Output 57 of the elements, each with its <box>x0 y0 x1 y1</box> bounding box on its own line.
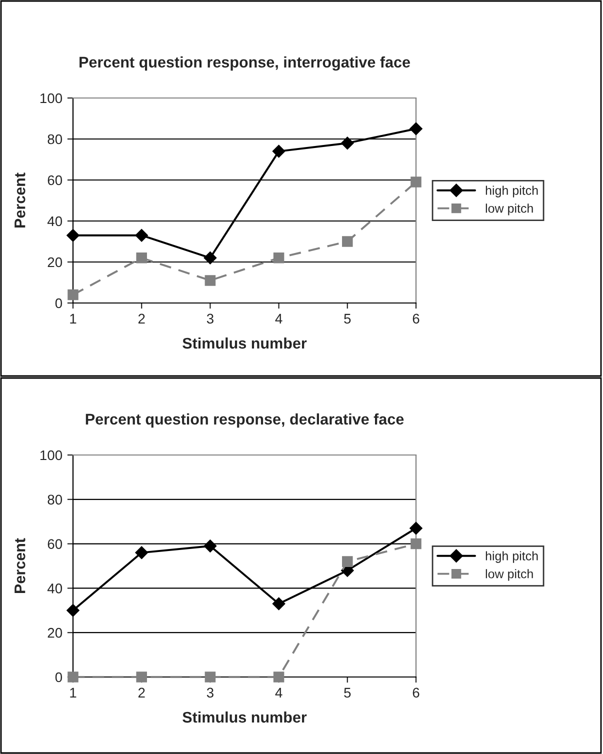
y-axis-title: Percent <box>14 172 26 228</box>
point <box>410 122 422 136</box>
point <box>340 136 354 150</box>
point <box>68 289 78 300</box>
point <box>204 251 217 264</box>
point <box>272 144 286 158</box>
x-tick-label: 1 <box>70 688 76 698</box>
x-tick-label: 3 <box>206 688 214 698</box>
y-tick-label: 0 <box>55 672 62 682</box>
x-tick-label: 6 <box>412 314 420 324</box>
point <box>135 546 148 560</box>
point <box>68 672 78 682</box>
point <box>410 522 422 535</box>
point <box>135 228 148 242</box>
point <box>272 597 286 610</box>
x-tick-label: 5 <box>344 314 351 324</box>
legend-label: high pitch <box>486 551 538 563</box>
x-axis-title: Stimulus number <box>182 337 307 349</box>
point <box>342 556 353 567</box>
y-tick-label: 100 <box>40 93 62 104</box>
y-axis-title: Percent <box>14 538 26 593</box>
point <box>342 236 353 247</box>
point <box>410 538 422 550</box>
point <box>136 672 147 682</box>
legend-label: high pitch <box>486 186 538 198</box>
legend-label: low pitch <box>486 204 533 216</box>
y-tick-label: 100 <box>40 450 62 460</box>
y-tick-label: 0 <box>55 298 62 308</box>
chart-title: Percent question response, interrogative face <box>80 56 410 71</box>
point <box>136 252 147 264</box>
y-tick-label: 20 <box>48 628 62 638</box>
point <box>204 672 216 682</box>
y-tick-label: 20 <box>48 257 62 268</box>
x-tick-label: 4 <box>275 314 282 324</box>
point <box>204 275 216 286</box>
y-tick-label: 40 <box>47 216 62 226</box>
legend-label: low pitch <box>486 569 533 581</box>
y-tick-label: 60 <box>48 539 62 549</box>
x-axis-title: Stimulus number <box>182 711 307 723</box>
x-tick-label: 5 <box>344 688 351 698</box>
point <box>273 252 284 264</box>
chart-title: Percent question response, declarative face <box>86 413 404 428</box>
x-tick-label: 4 <box>275 688 282 698</box>
point <box>66 604 80 617</box>
y-tick-label: 80 <box>48 494 62 505</box>
point <box>204 540 217 552</box>
x-tick-label: 2 <box>138 688 145 698</box>
point <box>66 228 80 242</box>
x-tick-label: 2 <box>138 314 145 324</box>
x-tick-label: 1 <box>70 314 76 324</box>
y-tick-label: 80 <box>48 134 62 144</box>
y-tick-label: 40 <box>47 584 62 594</box>
point <box>410 176 422 188</box>
x-tick-label: 3 <box>206 314 214 324</box>
x-tick-label: 6 <box>412 688 420 698</box>
point <box>273 672 284 682</box>
y-tick-label: 60 <box>48 175 62 186</box>
